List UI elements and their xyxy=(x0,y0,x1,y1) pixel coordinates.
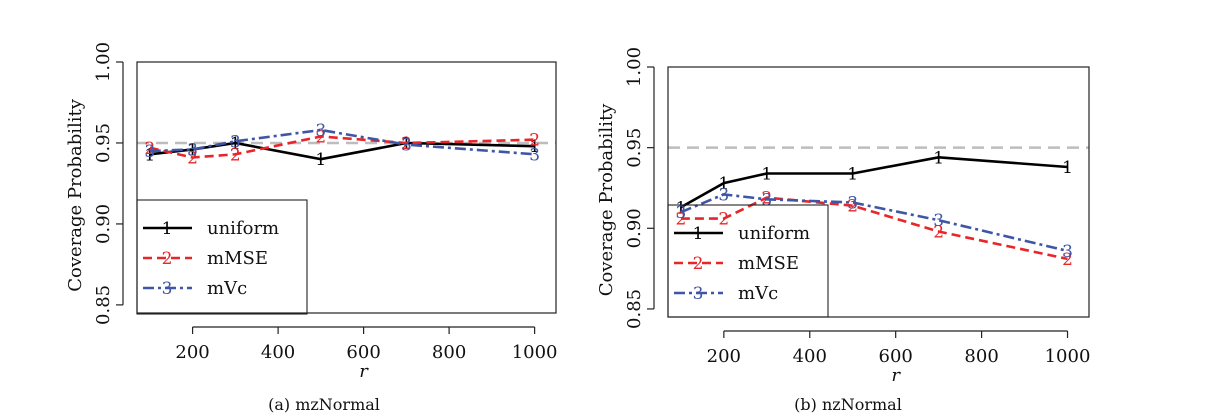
data-point-marker: 1 xyxy=(675,198,686,218)
y-tick-label: 1.00 xyxy=(93,42,114,82)
y-tick-label: 1.00 xyxy=(624,47,645,87)
legend-label-mMSE: mMSE xyxy=(207,248,268,269)
series-line-mVc xyxy=(149,128,535,156)
data-point-marker: 2 xyxy=(230,145,241,165)
legend-box xyxy=(667,204,829,318)
data-point-marker: 3 xyxy=(675,203,686,223)
data-point-marker: 2 xyxy=(675,210,686,230)
data-point-marker: 3 xyxy=(761,190,772,210)
legend-label-mMSE: mMSE xyxy=(738,253,799,274)
data-point-marker: 1 xyxy=(230,134,241,154)
data-point-marker: 2 xyxy=(933,223,944,243)
plot-frame xyxy=(667,66,1090,318)
data-point-marker: 1 xyxy=(529,137,540,157)
x-tick-label: 600 xyxy=(879,346,913,367)
data-point-marker: 1 xyxy=(1062,158,1073,178)
x-tick-label: 200 xyxy=(175,342,209,363)
data-point-marker: 2 xyxy=(847,197,858,217)
x-tick-label: 1000 xyxy=(1045,346,1091,367)
y-axis-label: Coverage Probability xyxy=(596,103,617,296)
data-point-marker: 3 xyxy=(187,140,198,160)
y-tick-label: 0.85 xyxy=(624,289,645,329)
data-point-marker: 3 xyxy=(401,136,412,156)
data-point-marker: 1 xyxy=(144,145,155,165)
legend-label-uniform: uniform xyxy=(738,223,810,244)
data-point-marker: 3 xyxy=(933,211,944,231)
data-point-marker: 2 xyxy=(187,149,198,169)
legend-marker: 3 xyxy=(162,279,173,299)
data-point-marker: 2 xyxy=(718,210,729,230)
x-tick-label: 1000 xyxy=(512,342,558,363)
data-point-marker: 3 xyxy=(315,121,326,141)
x-tick-label: 200 xyxy=(707,346,741,367)
y-tick-label: 0.85 xyxy=(93,285,114,325)
legend-marker: 1 xyxy=(162,219,173,239)
data-point-marker: 2 xyxy=(1062,250,1073,270)
data-point-marker: 3 xyxy=(230,132,241,152)
legend-label-mVc: mVc xyxy=(207,278,247,299)
x-axis-label: r xyxy=(359,361,369,382)
data-point-marker: 3 xyxy=(529,145,540,165)
y-tick-label: 0.95 xyxy=(93,123,114,163)
legend-marker: 2 xyxy=(693,254,704,274)
series-line-mVc xyxy=(680,193,1068,253)
data-point-marker: 2 xyxy=(144,139,155,159)
x-tick-label: 800 xyxy=(432,342,466,363)
x-tick-label: 400 xyxy=(261,342,295,363)
data-point-marker: 1 xyxy=(933,148,944,168)
data-point-marker: 1 xyxy=(315,150,326,170)
data-point-marker: 3 xyxy=(847,193,858,213)
y-tick-label: 0.95 xyxy=(624,128,645,168)
legend-label-mVc: mVc xyxy=(738,283,778,304)
data-point-marker: 2 xyxy=(315,127,326,147)
data-point-marker: 1 xyxy=(187,140,198,160)
panel-caption: (a) mzNormal xyxy=(268,395,380,414)
data-point-marker: 3 xyxy=(718,185,729,205)
legend-marker: 2 xyxy=(162,249,173,269)
data-point-marker: 1 xyxy=(761,164,772,184)
x-tick-label: 800 xyxy=(964,346,998,367)
legend-marker: 1 xyxy=(693,224,704,244)
panel-caption: (b) nzNormal xyxy=(794,395,902,414)
series-line-mMSE xyxy=(149,135,535,159)
y-tick-label: 0.90 xyxy=(624,208,645,248)
data-point-marker: 1 xyxy=(847,164,858,184)
x-tick-label: 600 xyxy=(346,342,380,363)
data-point-marker: 1 xyxy=(718,174,729,194)
plot-frame xyxy=(136,61,557,314)
data-point-marker: 2 xyxy=(529,131,540,151)
legend-marker: 3 xyxy=(693,284,704,304)
series-line-uniform xyxy=(680,155,1068,209)
legend-box xyxy=(136,199,308,315)
data-point-marker: 3 xyxy=(144,142,155,162)
data-point-marker: 3 xyxy=(1062,242,1073,262)
y-tick-label: 0.90 xyxy=(93,204,114,244)
y-axis-label: Coverage Probability xyxy=(65,98,86,291)
x-axis-label: r xyxy=(891,365,901,386)
legend-label-uniform: uniform xyxy=(207,218,279,239)
x-tick-label: 400 xyxy=(793,346,827,367)
